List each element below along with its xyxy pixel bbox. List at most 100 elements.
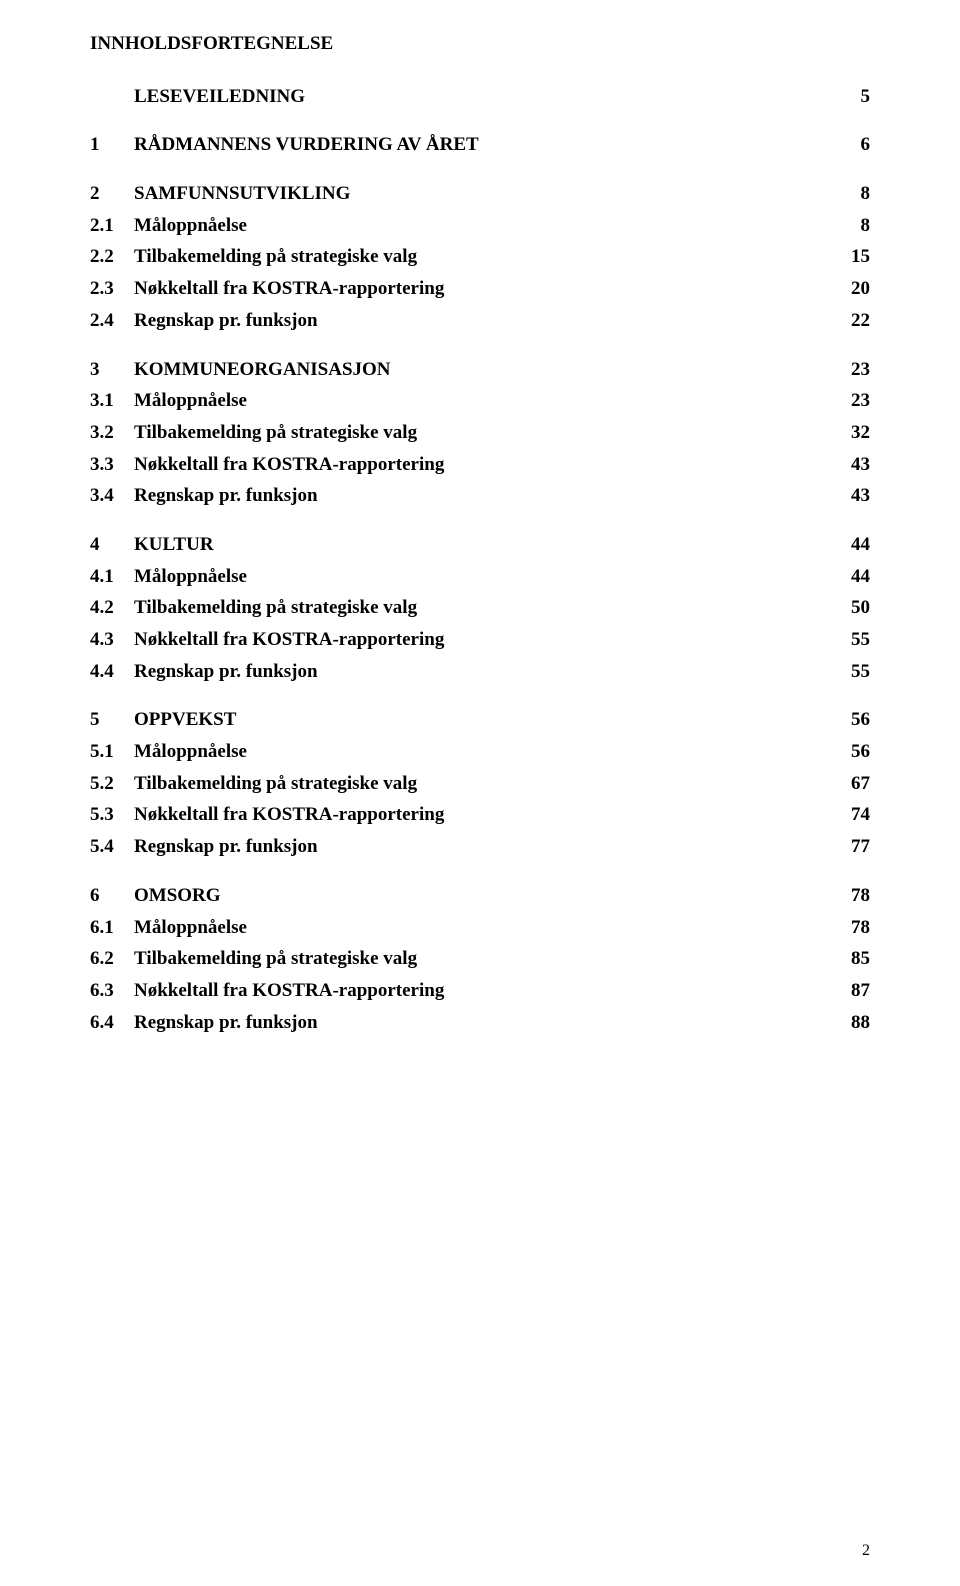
toc-entry-text: Måloppnåelse <box>134 740 247 765</box>
toc-entry-page: 44 <box>842 533 870 558</box>
toc-entry-number: 6 <box>90 884 134 909</box>
toc-entry-page: 56 <box>842 708 870 733</box>
toc-entry-page: 32 <box>842 421 870 446</box>
toc-entry-text: Regnskap pr. funksjon <box>134 1011 318 1036</box>
toc-entry-page: 85 <box>842 947 870 972</box>
toc-entry-number: 6.4 <box>90 1011 134 1036</box>
toc-entry-text: KOMMUNEORGANISASJON <box>134 358 391 383</box>
toc-entry-text: Regnskap pr. funksjon <box>134 309 318 334</box>
toc-entry-number: 5 <box>90 708 134 733</box>
toc-entry-text: Tilbakemelding på strategiske valg <box>134 245 417 270</box>
toc-entry-text: Nøkkeltall fra KOSTRA-rapportering <box>134 979 444 1004</box>
toc-section-group: 4KULTUR 44 4.1Måloppnåelse 44 4.2Tilbakemeld… <box>90 533 870 684</box>
toc-entry-number: 4.3 <box>90 628 134 653</box>
toc-entry-page: 56 <box>842 740 870 765</box>
toc-entry-text: Regnskap pr. funksjon <box>134 660 318 685</box>
toc-entry: 3.2Tilbakemelding på strategiske valg 32 <box>90 421 870 446</box>
page-number: 2 <box>862 1541 870 1562</box>
toc-entry: 1RÅDMANNENS VURDERING AV ÅRET6 <box>90 133 870 158</box>
toc-entry-page: 74 <box>842 803 870 828</box>
toc-entry-page: 50 <box>842 596 870 621</box>
toc-entry-number: 5.2 <box>90 772 134 797</box>
document-title: INNHOLDSFORTEGNELSE <box>90 32 870 57</box>
toc-entry-number: 4 <box>90 533 134 558</box>
toc-entry-page: 78 <box>842 884 870 909</box>
toc-section-group: 3KOMMUNEORGANISASJON233.1Måloppnåelse233… <box>90 358 870 509</box>
toc-section-group: 6OMSORG786.1Måloppnåelse786.2Tilbakemeld… <box>90 884 870 1035</box>
toc-entry-page: 78 <box>842 916 870 941</box>
toc-entry-page: 8 <box>842 214 870 239</box>
toc-entry: 3.1Måloppnåelse23 <box>90 389 870 414</box>
toc-entry-page: 55 <box>842 660 870 685</box>
toc-entry-text: Måloppnåelse <box>134 916 247 941</box>
toc-entry-text: Tilbakemelding på strategiske valg <box>134 772 417 797</box>
toc-entry: 6OMSORG 78 <box>90 884 870 909</box>
toc-entry-text: Regnskap pr. funksjon <box>134 835 318 860</box>
toc-entry: LESEVEILEDNING5 <box>90 85 870 110</box>
toc-entry-page: 55 <box>842 628 870 653</box>
toc-entry: 5OPPVEKST 56 <box>90 708 870 733</box>
toc-entry-number: 1 <box>90 133 134 158</box>
toc-section-group: 5OPPVEKST 56 5.1Måloppnåelse 56 5.2Tilbakeme… <box>90 708 870 859</box>
table-of-contents: LESEVEILEDNING51RÅDMANNENS VURDERING AV … <box>90 85 870 1036</box>
toc-entry-text: OMSORG <box>134 884 221 909</box>
toc-entry: 3.4Regnskap pr. funksjon 43 <box>90 484 870 509</box>
toc-entry: 2SAMFUNNSUTVIKLING8 <box>90 182 870 207</box>
toc-entry: 6.3Nøkkeltall fra KOSTRA-rapportering 87 <box>90 979 870 1004</box>
toc-entry-page: 87 <box>842 979 870 1004</box>
toc-entry-page: 43 <box>842 453 870 478</box>
toc-entry-page: 23 <box>842 358 870 383</box>
toc-top-group: LESEVEILEDNING5 1RÅDMANNENS VURDERING AV … <box>90 85 870 158</box>
toc-entry-text: Måloppnåelse <box>134 214 247 239</box>
toc-entry: 4.1Måloppnåelse 44 <box>90 565 870 590</box>
toc-entry: 6.4Regnskap pr. funksjon 88 <box>90 1011 870 1036</box>
toc-entry-text: Tilbakemelding på strategiske valg <box>134 596 417 621</box>
toc-entry-page: 77 <box>842 835 870 860</box>
toc-entry-page: 44 <box>842 565 870 590</box>
toc-entry-number: 2.2 <box>90 245 134 270</box>
toc-entry-number: 6.1 <box>90 916 134 941</box>
toc-entry-number: 3.3 <box>90 453 134 478</box>
toc-entry-number: 2.4 <box>90 309 134 334</box>
toc-entry-page: 43 <box>842 484 870 509</box>
toc-entry-number: 4.4 <box>90 660 134 685</box>
toc-entry: 2.3Nøkkeltall fra KOSTRA-rapportering20 <box>90 277 870 302</box>
toc-entry-number: 6.3 <box>90 979 134 1004</box>
toc-entry-number: 3.2 <box>90 421 134 446</box>
toc-entry-text: Nøkkeltall fra KOSTRA-rapportering <box>134 277 444 302</box>
toc-entry-page: 23 <box>842 389 870 414</box>
toc-entry-text: Nøkkeltall fra KOSTRA-rapportering <box>134 803 444 828</box>
toc-entry-number: 3 <box>90 358 134 383</box>
toc-entry-text: Regnskap pr. funksjon <box>134 484 318 509</box>
toc-entry-number: 3.1 <box>90 389 134 414</box>
toc-entry-page: 6 <box>842 133 870 158</box>
toc-entry: 2.4Regnskap pr. funksjon22 <box>90 309 870 334</box>
toc-entry-page: 8 <box>842 182 870 207</box>
toc-entry: 5.1Måloppnåelse 56 <box>90 740 870 765</box>
toc-entry-text: KULTUR <box>134 533 214 558</box>
toc-entry: 4.2Tilbakemelding på strategiske valg 50 <box>90 596 870 621</box>
toc-entry-text: Nøkkeltall fra KOSTRA-rapportering <box>134 628 444 653</box>
toc-entry-number: 5.4 <box>90 835 134 860</box>
toc-entry-text: Tilbakemelding på strategiske valg <box>134 421 417 446</box>
toc-entry-number: 4.2 <box>90 596 134 621</box>
toc-entry-number: 5.3 <box>90 803 134 828</box>
toc-entry-number: 3.4 <box>90 484 134 509</box>
toc-entry: 3KOMMUNEORGANISASJON 23 <box>90 358 870 383</box>
toc-entry: 5.2Tilbakemelding på strategiske valg 67 <box>90 772 870 797</box>
toc-entry-page: 67 <box>842 772 870 797</box>
toc-entry-page: 15 <box>842 245 870 270</box>
toc-entry-number: 4.1 <box>90 565 134 590</box>
toc-section-group: 2SAMFUNNSUTVIKLING82.1Måloppnåelse82.2Ti… <box>90 182 870 333</box>
toc-entry: 4.3Nøkkeltall fra KOSTRA-rapportering 55 <box>90 628 870 653</box>
toc-entry: 5.4Regnskap pr. funksjon 77 <box>90 835 870 860</box>
toc-entry-page: 88 <box>842 1011 870 1036</box>
toc-entry-number: 5.1 <box>90 740 134 765</box>
toc-entry-text: Måloppnåelse <box>134 565 247 590</box>
toc-entry-text: Tilbakemelding på strategiske valg <box>134 947 417 972</box>
toc-entry: 5.3Nøkkeltall fra KOSTRA-rapportering 74 <box>90 803 870 828</box>
toc-entry-text: LESEVEILEDNING <box>134 85 305 110</box>
toc-entry-number: 2.3 <box>90 277 134 302</box>
toc-entry-text: OPPVEKST <box>134 708 236 733</box>
toc-entry: 6.2Tilbakemelding på strategiske valg85 <box>90 947 870 972</box>
